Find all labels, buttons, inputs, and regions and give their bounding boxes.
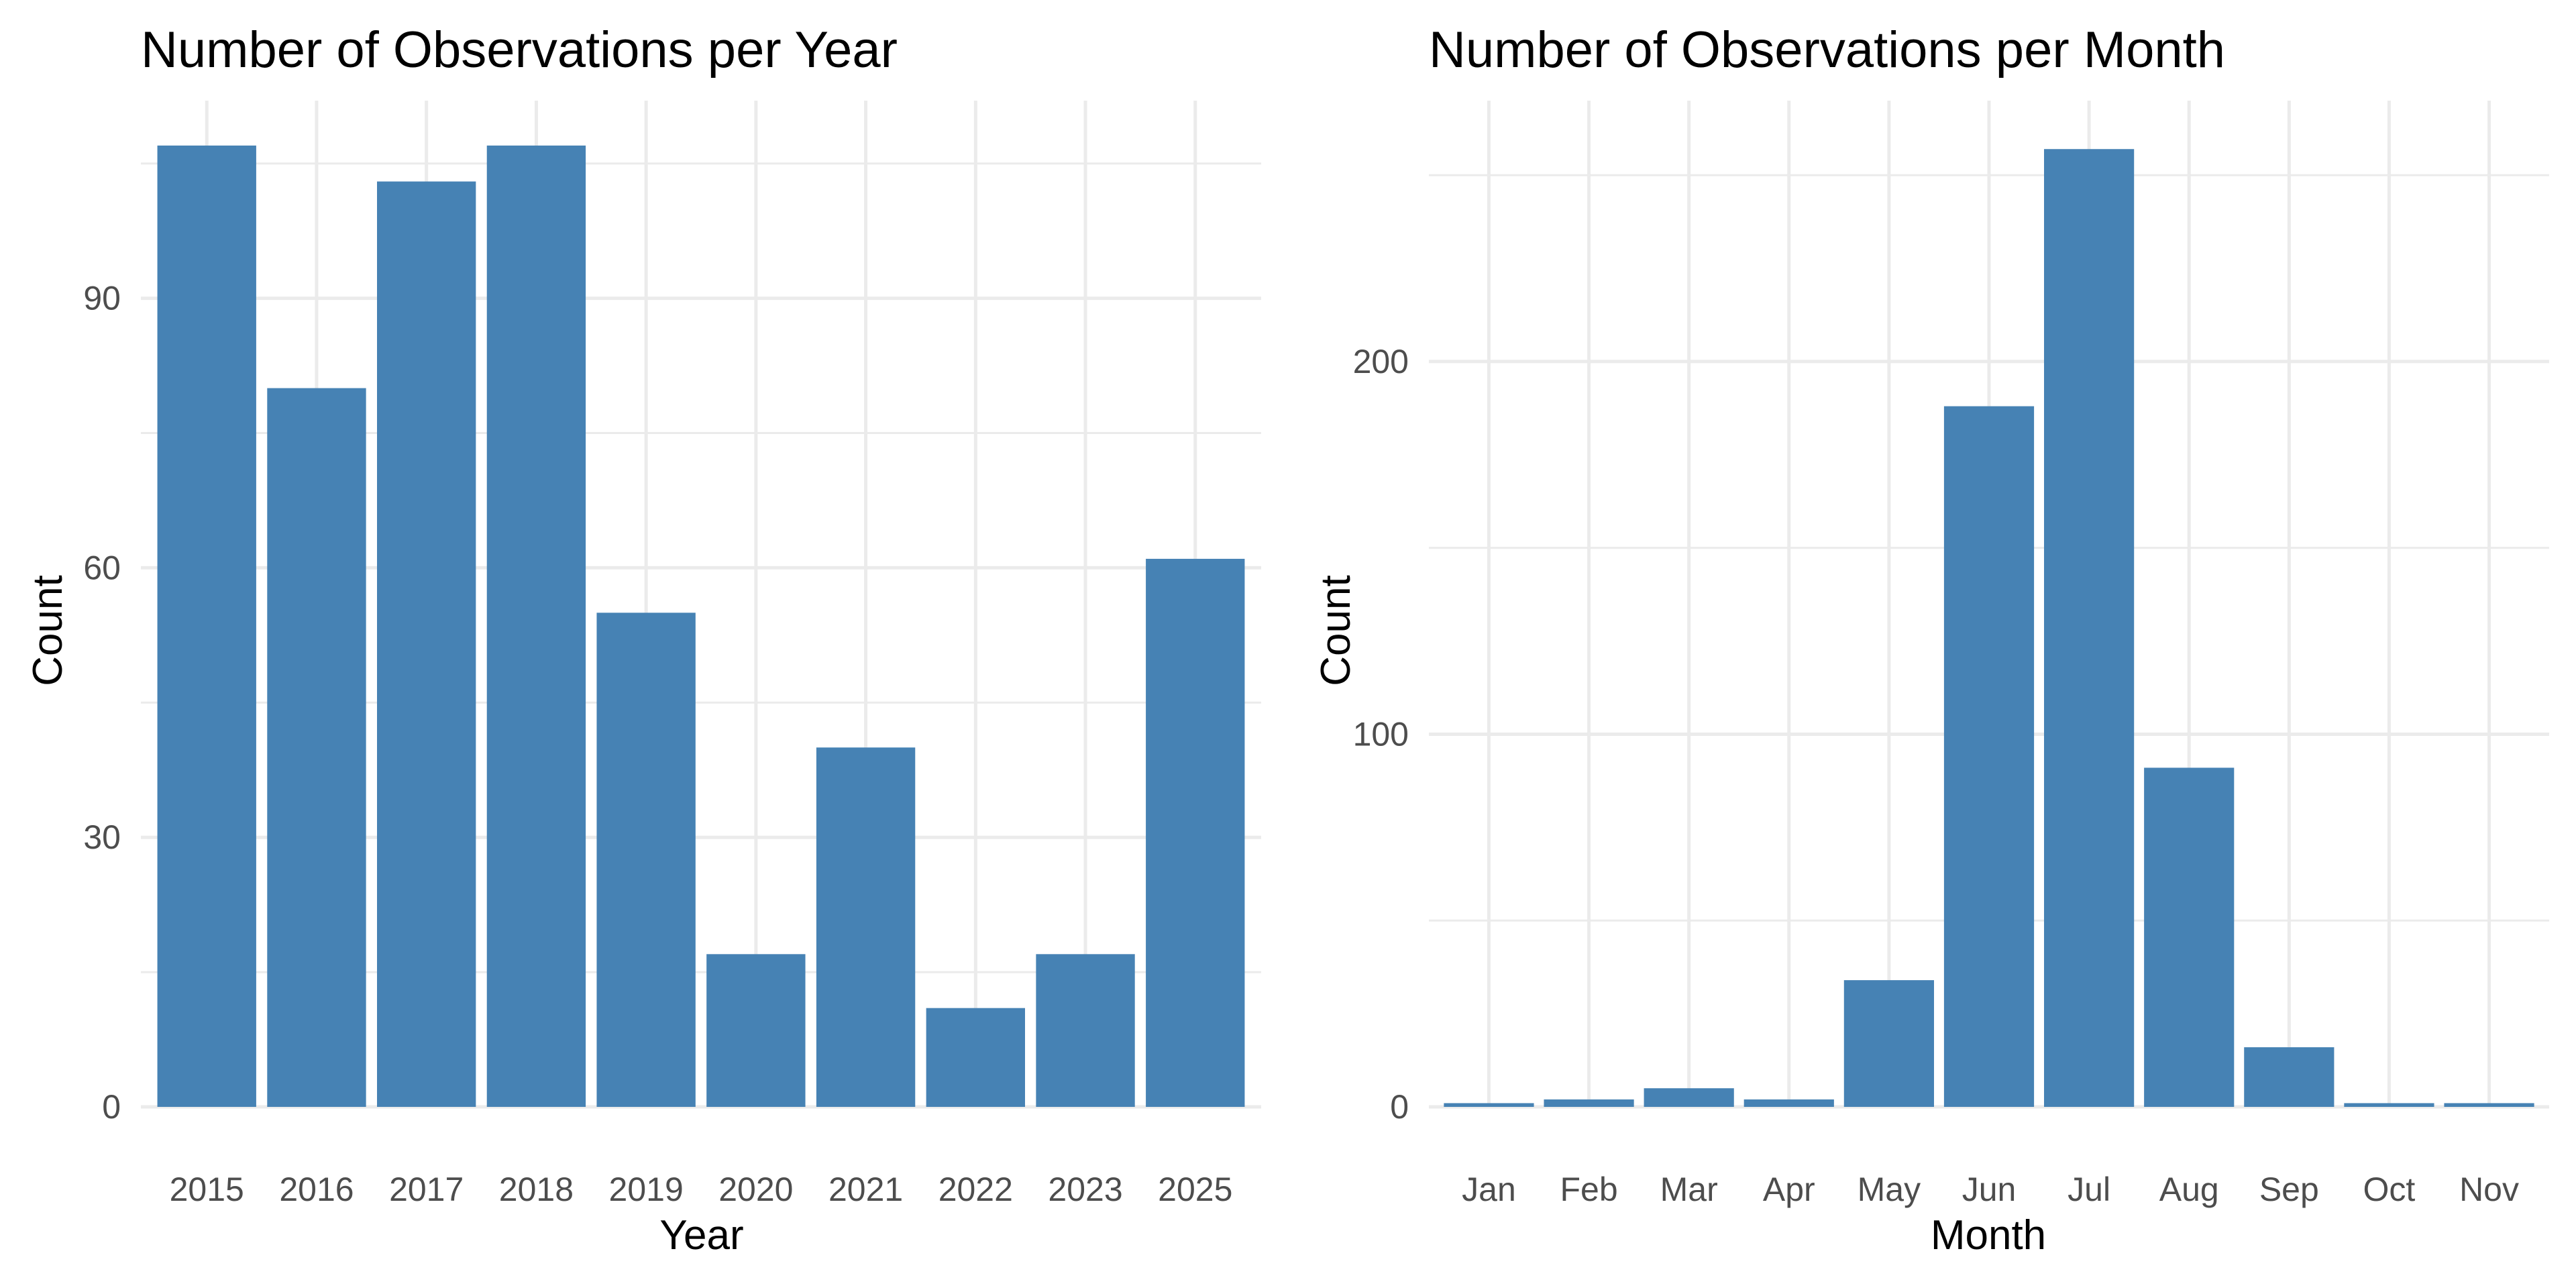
month-bar-apr <box>1743 1099 1834 1107</box>
month-chart-title: Number of Observations per Month <box>1429 21 2225 78</box>
month-bar-jan <box>1444 1103 1534 1107</box>
month-x-tick-label-feb: Feb <box>1560 1171 1617 1208</box>
year-x-tick-label-2015: 2015 <box>170 1171 244 1208</box>
year-bar-2016 <box>267 388 366 1107</box>
year-chart-bars <box>157 145 1245 1108</box>
month-bar-feb <box>1544 1099 1634 1107</box>
year-bar-2025 <box>1146 559 1245 1107</box>
month-y-tick-label: 100 <box>1353 715 1409 753</box>
month-bar-sep <box>2244 1047 2334 1107</box>
month-bar-nov <box>2444 1103 2534 1107</box>
year-bar-2022 <box>926 1008 1025 1107</box>
year-chart-x-tick-labels: 2015 2016 2017 2018 2019 2020 2021 2022 2023 2025 <box>170 1171 1233 1208</box>
month-bar-oct <box>2344 1103 2434 1107</box>
year-x-tick-label-2018: 2018 <box>499 1171 574 1208</box>
month-chart-x-axis-title: Month <box>1931 1212 2046 1258</box>
month-chart: Number of Observations per Month Month C… <box>1313 21 2549 1258</box>
year-x-tick-label-2016: 2016 <box>279 1171 354 1208</box>
year-x-tick-label-2023: 2023 <box>1048 1171 1122 1208</box>
month-x-tick-label-mar: Mar <box>1660 1171 1718 1208</box>
year-bar-2023 <box>1036 954 1135 1107</box>
month-chart-y-axis-title: Count <box>1313 575 1359 686</box>
year-chart-y-tick-labels: 0 30 60 90 <box>83 280 121 1126</box>
month-bar-may <box>1843 980 1934 1107</box>
month-bar-mar <box>1644 1088 1734 1107</box>
year-y-tick-label: 60 <box>83 549 121 586</box>
month-x-tick-label-nov: Nov <box>2459 1171 2519 1208</box>
year-x-tick-label-2020: 2020 <box>718 1171 793 1208</box>
year-y-tick-label: 0 <box>102 1088 121 1126</box>
month-x-tick-label-apr: Apr <box>1763 1171 1815 1208</box>
year-chart-y-axis-title: Count <box>25 575 71 686</box>
month-chart-bars <box>1444 149 2534 1108</box>
year-x-tick-label-2022: 2022 <box>938 1171 1013 1208</box>
month-x-tick-label-jun: Jun <box>1962 1171 2017 1208</box>
year-bar-2015 <box>157 145 256 1108</box>
year-bar-2019 <box>596 612 696 1107</box>
year-bar-2021 <box>816 747 916 1107</box>
month-bar-jun <box>1943 406 2035 1107</box>
year-bar-2018 <box>486 145 586 1108</box>
month-x-tick-label-jul: Jul <box>2068 1171 2110 1208</box>
month-bar-aug <box>2144 767 2235 1107</box>
year-x-tick-label-2019: 2019 <box>609 1171 684 1208</box>
month-x-tick-label-sep: Sep <box>2259 1171 2319 1208</box>
month-x-tick-label-may: May <box>1858 1171 1921 1208</box>
year-bar-2017 <box>377 181 476 1108</box>
year-x-tick-label-2025: 2025 <box>1158 1171 1232 1208</box>
month-chart-y-tick-labels: 0 100 200 <box>1353 343 1409 1126</box>
year-bar-2020 <box>706 954 806 1107</box>
month-x-tick-label-jan: Jan <box>1462 1171 1516 1208</box>
month-x-tick-label-oct: Oct <box>2363 1171 2416 1208</box>
year-y-tick-label: 90 <box>83 280 121 317</box>
month-chart-x-tick-labels: Jan Feb Mar Apr May Jun Jul Aug Sep Oct Nov <box>1462 1171 2519 1208</box>
month-y-tick-label: 200 <box>1353 343 1409 380</box>
year-chart: Number of Observations per Year Year Cou… <box>25 21 1261 1258</box>
month-y-tick-label: 0 <box>1390 1088 1409 1126</box>
month-bar-jul <box>2044 149 2135 1108</box>
year-x-tick-label-2017: 2017 <box>389 1171 464 1208</box>
year-chart-x-axis-title: Year <box>659 1212 743 1258</box>
month-x-tick-label-aug: Aug <box>2159 1171 2219 1208</box>
year-chart-title: Number of Observations per Year <box>141 21 898 78</box>
year-y-tick-label: 30 <box>83 818 121 856</box>
year-x-tick-label-2021: 2021 <box>828 1171 903 1208</box>
